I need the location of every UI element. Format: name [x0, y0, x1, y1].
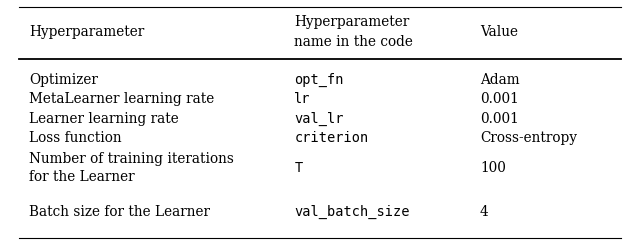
- Text: Value: Value: [480, 25, 518, 39]
- Text: val_lr: val_lr: [294, 112, 344, 126]
- Text: T: T: [294, 161, 303, 175]
- Text: Number of training iterations
for the Learner: Number of training iterations for the Le…: [29, 152, 234, 184]
- Text: val_batch_size: val_batch_size: [294, 205, 410, 219]
- Text: lr: lr: [294, 92, 311, 106]
- Text: 0.001: 0.001: [480, 112, 519, 126]
- Text: Optimizer: Optimizer: [29, 73, 98, 87]
- Text: 100: 100: [480, 161, 506, 175]
- Text: Hyperparameter
name in the code: Hyperparameter name in the code: [294, 15, 413, 49]
- Text: Loss function: Loss function: [29, 131, 122, 146]
- Text: criterion: criterion: [294, 131, 369, 146]
- Text: Hyperparameter: Hyperparameter: [29, 25, 144, 39]
- Text: MetaLearner learning rate: MetaLearner learning rate: [29, 92, 214, 106]
- Text: Cross-entropy: Cross-entropy: [480, 131, 577, 146]
- Text: 4: 4: [480, 205, 489, 219]
- Text: Learner learning rate: Learner learning rate: [29, 112, 179, 126]
- Text: Adam: Adam: [480, 73, 520, 87]
- Text: Batch size for the Learner: Batch size for the Learner: [29, 205, 210, 219]
- Text: 0.001: 0.001: [480, 92, 519, 106]
- Text: opt_fn: opt_fn: [294, 73, 344, 87]
